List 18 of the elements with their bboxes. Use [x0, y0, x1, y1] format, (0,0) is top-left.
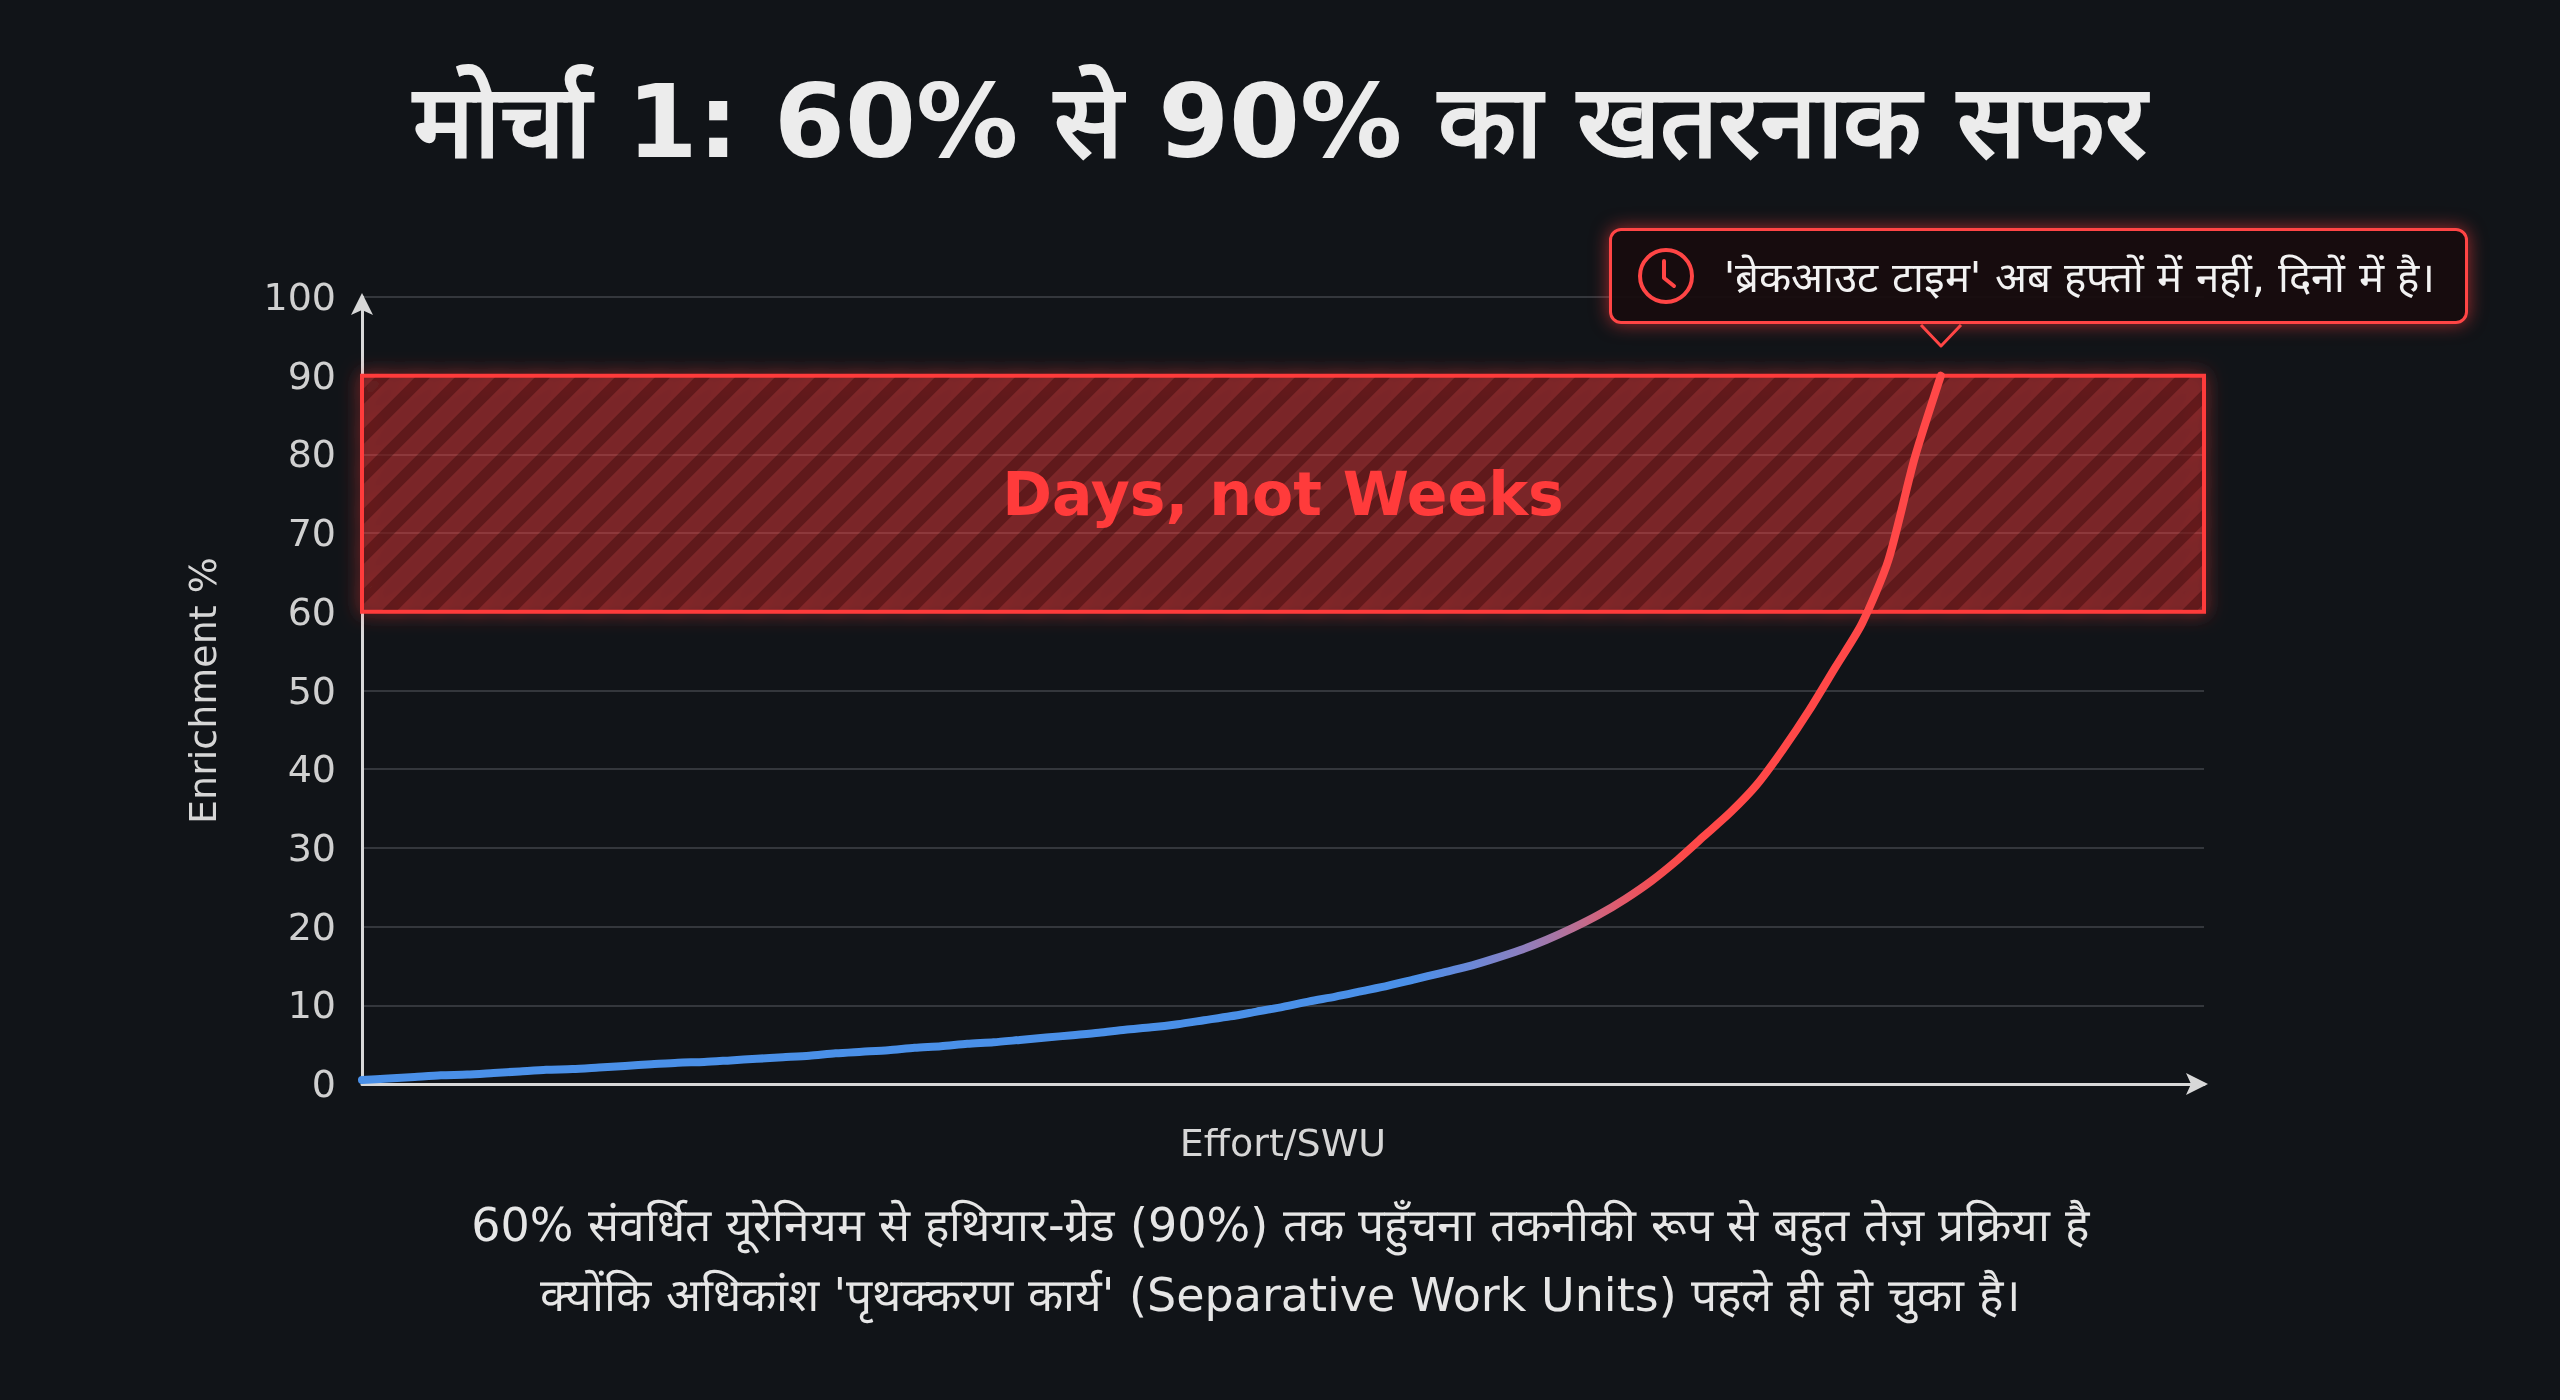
y-tick-label: 40 — [287, 747, 336, 792]
y-tick-label: 20 — [287, 904, 336, 949]
annotation: 'ब्रेकआउट टाइम' अब हफ्तों में नहीं, दिनों में है। — [1723, 252, 2436, 305]
x-axis-title: Effort/SWU — [1179, 1121, 1387, 1165]
callout-box: 'ब्रेकआउट टाइम' अब हफ्तों में नहीं, दिनों में है। — [1608, 227, 2469, 324]
y-tick-label: 10 — [287, 983, 336, 1028]
y-tick-label: 80 — [287, 432, 336, 477]
band-label: Days, not Weeks — [1002, 458, 1564, 529]
y-axis-title: Enrichment % — [181, 557, 225, 824]
y-tick-label: 90 — [287, 353, 336, 398]
y-tick-label: 50 — [287, 668, 336, 713]
y-tick-label: 0 — [311, 1062, 336, 1106]
y-tick-label: 30 — [287, 825, 336, 870]
chart-title: मोर्चा 1: 60% से 90% का खतरनाक सफर — [410, 61, 2151, 183]
text: 60% संवर्धित यूरेनियम से हथियार-ग्रेड (90%) तक पहुँचना तकनीकी रूप से बहुत तेज़ प्रक्रिया है क्योंकि अधिकांश 'पृथक्करण कार्य' (Separative Work Units) पहले ही हो चुका है। — [470, 1197, 2091, 1326]
y-tick-label: 70 — [287, 511, 336, 556]
y-tick-label: 60 — [287, 589, 336, 634]
y-tick-label: 100 — [263, 275, 336, 319]
